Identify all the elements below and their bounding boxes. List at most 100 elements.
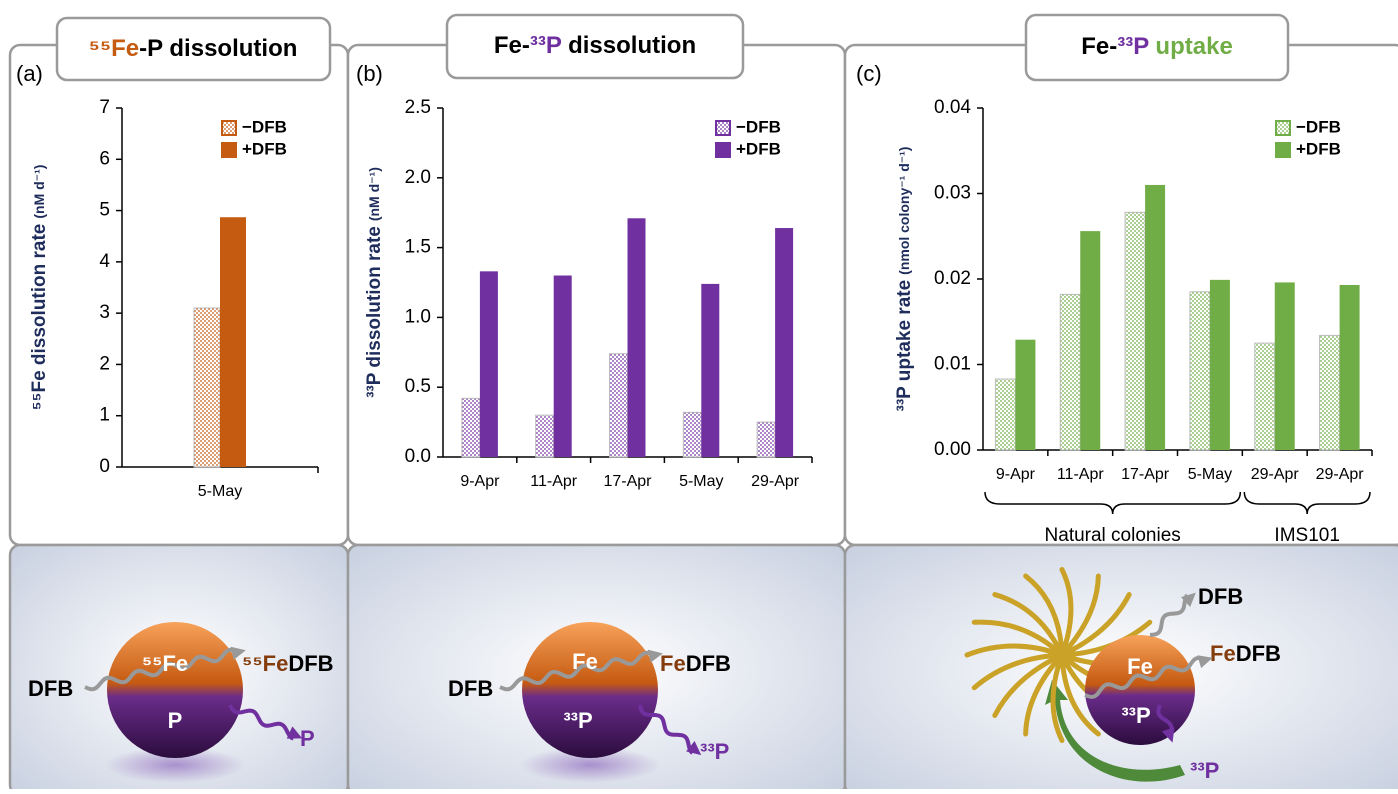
x-tick-label: 29-Apr xyxy=(751,473,800,490)
x-tick-label: 5-May xyxy=(679,473,723,490)
bar xyxy=(1275,282,1295,450)
released-label: ³³P xyxy=(700,739,729,764)
x-tick-label: 9-Apr xyxy=(460,473,500,490)
y-tick-label: 6 xyxy=(99,148,110,169)
particle xyxy=(107,622,243,758)
complex-ligand: DFB xyxy=(686,651,731,676)
legend-label: −DFB xyxy=(242,117,287,136)
panel-label: (a) xyxy=(16,61,43,86)
title-part: ⁵⁵Fe xyxy=(89,35,140,62)
bar xyxy=(701,284,719,457)
bar xyxy=(1080,231,1100,450)
legend-swatch xyxy=(716,143,730,157)
bar xyxy=(683,412,701,457)
x-tick-label: 5-May xyxy=(1188,466,1232,483)
group-label: IMS101 xyxy=(1274,525,1339,546)
title-part: ³³P xyxy=(530,32,562,59)
y-tick-label: 1.0 xyxy=(405,306,431,327)
bar xyxy=(1060,294,1080,450)
complex-label: FeDFB xyxy=(660,651,731,676)
panel-label: (c) xyxy=(856,61,882,86)
legend-swatch xyxy=(1276,121,1290,135)
metal-label: Fe xyxy=(572,649,598,674)
phosphate-label: P xyxy=(168,708,183,733)
bar xyxy=(480,271,498,457)
phosphate-label: ³³P xyxy=(563,708,592,733)
released-label: ³³P xyxy=(1190,758,1219,783)
chart-title: Fe-³³P uptake xyxy=(1081,33,1233,60)
y-tick-label: 0.01 xyxy=(934,354,971,375)
complex-label: FeDFB xyxy=(1210,641,1281,666)
legend-label: +DFB xyxy=(736,139,781,158)
title-part: uptake xyxy=(1149,33,1233,60)
x-tick-label: 9-Apr xyxy=(996,466,1036,483)
y-tick-label: 2.5 xyxy=(405,97,431,118)
y-tick-label: 0.00 xyxy=(934,439,971,460)
legend-label: −DFB xyxy=(736,117,781,136)
x-tick-label: 11-Apr xyxy=(530,473,578,490)
bar xyxy=(1255,343,1275,450)
y-axis-title: ³³P dissolution rate xyxy=(364,226,385,398)
bar xyxy=(628,218,646,457)
complex-ligand: DFB xyxy=(288,651,333,676)
bar xyxy=(554,276,572,457)
ligand-label: DFB xyxy=(28,676,73,701)
particle xyxy=(522,622,658,758)
y-tick-label: 0 xyxy=(99,456,110,477)
bar xyxy=(194,308,220,467)
x-tick-label: 5-May xyxy=(198,483,242,500)
x-tick-label: 17-Apr xyxy=(1121,466,1170,483)
x-tick-label: 11-Apr xyxy=(1057,466,1105,483)
y-tick-label: 3 xyxy=(99,302,110,323)
bar xyxy=(220,217,246,467)
y-tick-label: 0.03 xyxy=(934,183,971,204)
bar xyxy=(995,379,1015,450)
y-axis-unit: (nM d⁻¹) xyxy=(366,167,382,221)
metal-label: ⁵⁵Fe xyxy=(142,651,188,676)
x-tick-label: 29-Apr xyxy=(1316,466,1365,483)
title-part: Fe- xyxy=(1081,33,1117,60)
bar xyxy=(1210,280,1230,450)
legend-label: +DFB xyxy=(1296,139,1341,158)
title-part: -P dissolution xyxy=(139,35,297,62)
metal-label: Fe xyxy=(1127,654,1153,679)
complex-ligand: DFB xyxy=(1236,641,1281,666)
chart-title: Fe-³³P dissolution xyxy=(494,32,696,59)
legend-swatch xyxy=(222,143,236,157)
y-tick-label: 2 xyxy=(99,353,110,374)
y-tick-label: 0.04 xyxy=(934,97,971,118)
bar xyxy=(610,354,628,457)
y-tick-label: 5 xyxy=(99,200,110,221)
bar xyxy=(1145,185,1165,450)
complex-metal: ⁵⁵Fe xyxy=(242,651,288,676)
legend-label: −DFB xyxy=(1296,117,1341,136)
bar xyxy=(1190,292,1210,450)
figure: ⁵⁵Fe P DFB ⁵⁵FeDFB P Fe ³³P DFB FeDFB ³³… xyxy=(0,0,1398,789)
legend-swatch xyxy=(716,121,730,135)
y-tick-label: 0.02 xyxy=(934,268,971,289)
x-tick-label: 29-Apr xyxy=(1251,466,1300,483)
y-tick-label: 4 xyxy=(99,251,110,272)
bar xyxy=(1015,340,1035,450)
chart-title: ⁵⁵Fe-P dissolution xyxy=(89,35,298,62)
complex-label: ⁵⁵FeDFB xyxy=(242,651,334,676)
legend-swatch xyxy=(1276,143,1290,157)
title-part: Fe- xyxy=(494,32,530,59)
page: ⁵⁵Fe P DFB ⁵⁵FeDFB P Fe ³³P DFB FeDFB ³³… xyxy=(0,0,1398,794)
x-tick-label: 17-Apr xyxy=(603,473,652,490)
legend-label: +DFB xyxy=(242,139,287,158)
group-label: Natural colonies xyxy=(1045,525,1181,546)
y-tick-label: 1 xyxy=(99,405,110,426)
complex-metal: Fe xyxy=(660,651,686,676)
panel-label: (b) xyxy=(356,61,383,86)
y-tick-label: 0.5 xyxy=(405,376,431,397)
bar xyxy=(775,228,793,457)
panel-frame xyxy=(10,45,348,545)
legend-swatch xyxy=(222,121,236,135)
y-axis-unit: (nmol colony⁻¹ d⁻¹) xyxy=(896,147,912,275)
title-part: dissolution xyxy=(561,32,696,59)
y-tick-label: 1.5 xyxy=(405,237,431,258)
y-tick-label: 2.0 xyxy=(405,167,431,188)
y-tick-label: 7 xyxy=(99,97,110,118)
bar xyxy=(536,415,554,457)
